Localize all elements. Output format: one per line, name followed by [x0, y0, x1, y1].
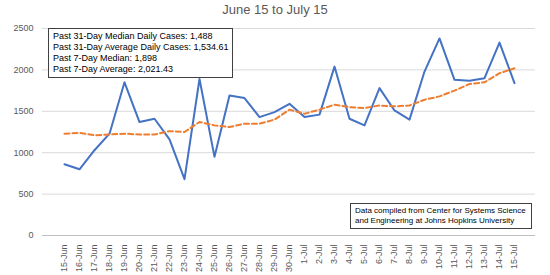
- html-text:Past 31-Day Average Daily Case: Past 31-Day Average Daily Cases: 1,534.6…: [53, 42, 229, 52]
- svg-text:26-Jun: 26-Jun: [224, 245, 234, 273]
- svg-text:5-Jul: 5-Jul: [359, 245, 369, 265]
- svg-text:0: 0: [28, 230, 33, 240]
- svg-text:13-Jul: 13-Jul: [479, 245, 489, 270]
- svg-text:7-Jul: 7-Jul: [389, 245, 399, 265]
- html-text:June 15 to July 15: June 15 to July 15: [222, 2, 328, 17]
- svg-text:28-Jun: 28-Jun: [254, 245, 264, 273]
- svg-text:24-Jun: 24-Jun: [194, 245, 204, 273]
- svg-text:27-Jun: 27-Jun: [239, 245, 249, 273]
- svg-text:18-Jun: 18-Jun: [104, 245, 114, 273]
- svg-text:25-Jun: 25-Jun: [209, 245, 219, 273]
- svg-text:16-Jun: 16-Jun: [74, 245, 84, 273]
- svg-text:1500: 1500: [13, 106, 33, 116]
- svg-text:3-Jul: 3-Jul: [329, 245, 339, 265]
- svg-text:8-Jul: 8-Jul: [404, 245, 414, 265]
- svg-text:1000: 1000: [13, 148, 33, 158]
- svg-text:19-Jun: 19-Jun: [119, 245, 129, 273]
- svg-text:1-Jul: 1-Jul: [299, 245, 309, 265]
- svg-text:22-Jun: 22-Jun: [164, 245, 174, 273]
- svg-text:29-Jun: 29-Jun: [269, 245, 279, 273]
- svg-text:2500: 2500: [13, 23, 33, 33]
- svg-text:500: 500: [18, 189, 33, 199]
- svg-text:20-Jun: 20-Jun: [134, 245, 144, 273]
- html-text:Past 31-Day Median Daily Cases: Past 31-Day Median Daily Cases: 1,488: [53, 31, 213, 41]
- svg-text:12-Jul: 12-Jul: [464, 245, 474, 270]
- svg-text:2000: 2000: [13, 65, 33, 75]
- svg-text:17-Jun: 17-Jun: [89, 245, 99, 273]
- svg-text:21-Jun: 21-Jun: [149, 245, 159, 273]
- svg-text:15-Jun: 15-Jun: [59, 245, 69, 273]
- svg-text:23-Jun: 23-Jun: [179, 245, 189, 273]
- html-text:Past 7-Day Average: 2,021.43: Past 7-Day Average: 2,021.43: [53, 64, 173, 74]
- html-text:Data compiled from Center for: Data compiled from Center for Systems Sc…: [355, 206, 526, 225]
- svg-text:30-Jun: 30-Jun: [284, 245, 294, 273]
- svg-text:6-Jul: 6-Jul: [374, 245, 384, 265]
- svg-text:10-Jul: 10-Jul: [434, 245, 444, 270]
- svg-text:2-Jul: 2-Jul: [314, 245, 324, 265]
- svg-text:9-Jul: 9-Jul: [419, 245, 429, 265]
- svg-text:4-Jul: 4-Jul: [344, 245, 354, 265]
- html-text:Past 7-Day Median: 1,898: Past 7-Day Median: 1,898: [53, 53, 158, 63]
- svg-text:11-Jul: 11-Jul: [449, 245, 459, 269]
- svg-text:15-Jul: 15-Jul: [509, 245, 519, 270]
- svg-text:14-Jul: 14-Jul: [494, 245, 504, 270]
